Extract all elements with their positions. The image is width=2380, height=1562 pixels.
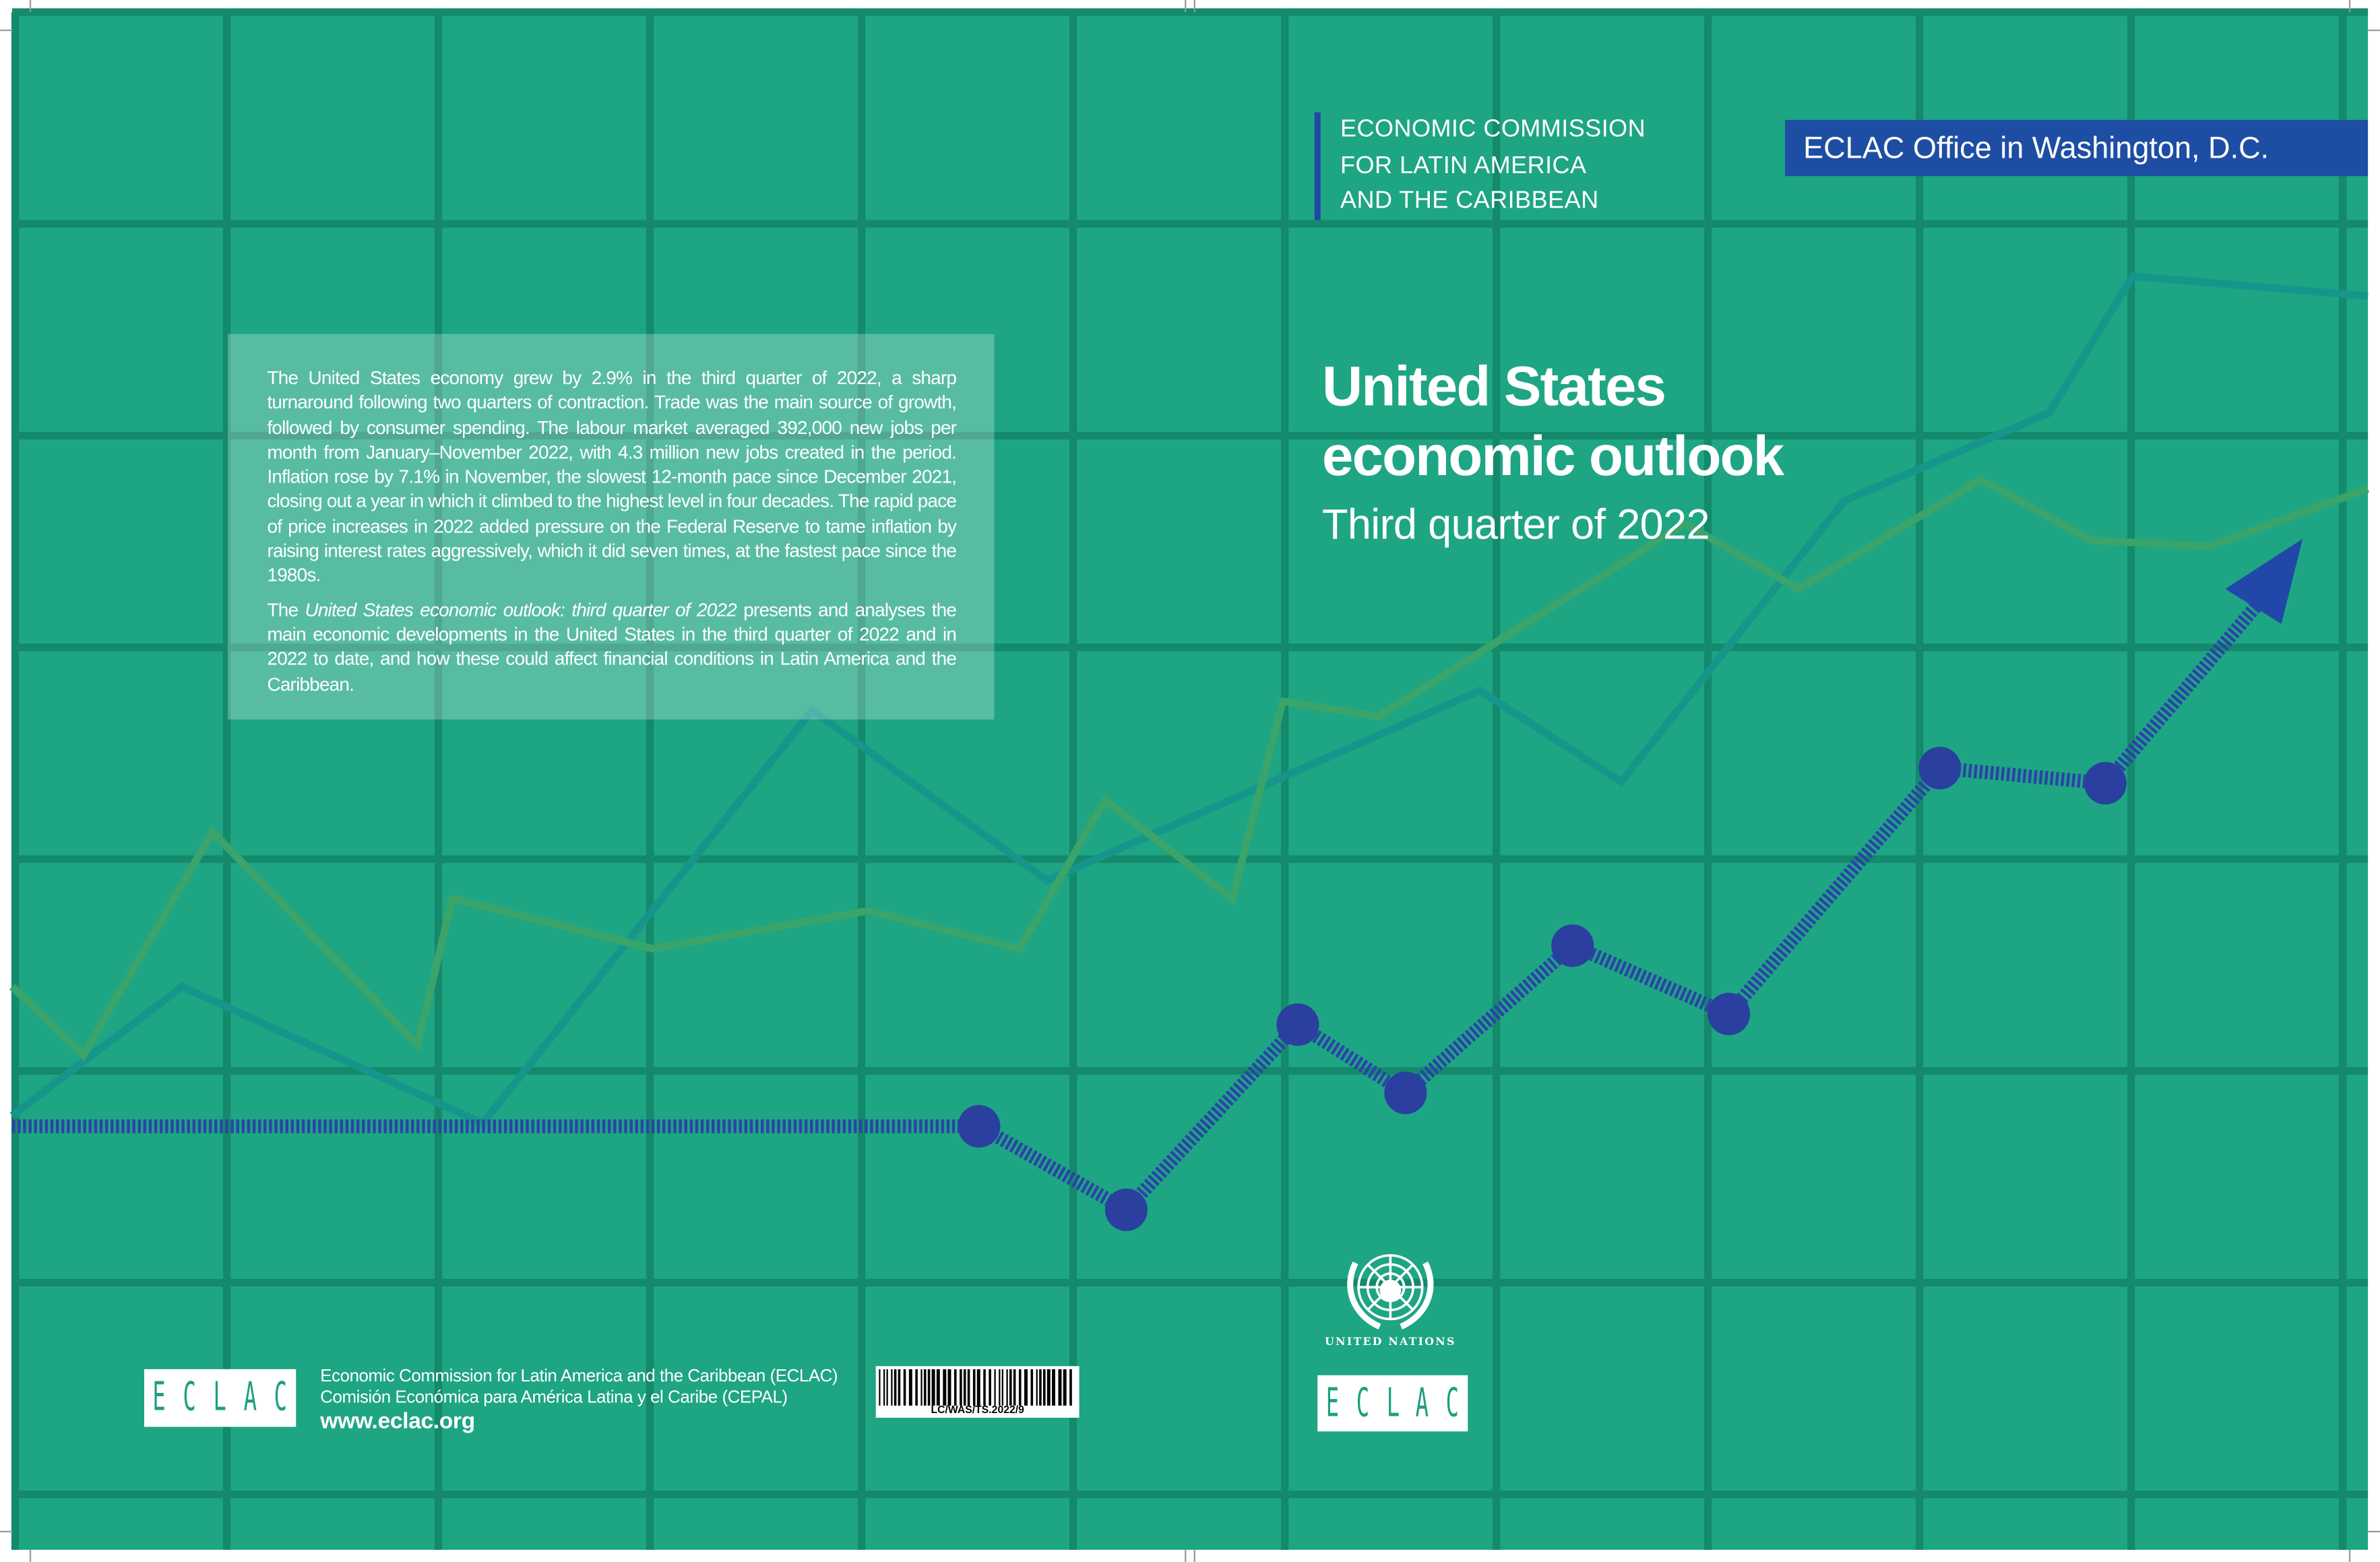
growth-arrow-line xyxy=(12,595,2267,1219)
logo-letter: A xyxy=(1416,1380,1430,1427)
barcode-bar xyxy=(994,1369,996,1406)
growth-point xyxy=(1104,1188,1148,1231)
growth-point xyxy=(958,1104,1001,1148)
barcode-bar xyxy=(983,1369,986,1406)
barcode-bar xyxy=(915,1369,918,1406)
barcode-bar xyxy=(903,1369,906,1406)
barcode-bar xyxy=(908,1369,912,1406)
organization-name: ECONOMIC COMMISSION FOR LATIN AMERICA AN… xyxy=(1314,112,1646,220)
barcode-text: LC/WAS/TS.2022/9 xyxy=(931,1405,1024,1416)
summary-paragraph-1: The United States economy grew by 2.9% i… xyxy=(267,367,957,587)
barcode-bar xyxy=(1046,1369,1051,1406)
background-panel xyxy=(12,12,2369,1550)
summary-text: presents and analyses the main economic … xyxy=(267,599,957,695)
barcode-bar xyxy=(972,1369,976,1406)
logo-letter: L xyxy=(213,1375,227,1421)
publisher-name-es: Comisión Económica para América Latina y… xyxy=(320,1389,788,1408)
un-emblem-icon xyxy=(1347,1254,1434,1330)
cover-title: United States economic outlook xyxy=(1322,352,1784,492)
barcode-bar xyxy=(1013,1369,1016,1406)
barcode-bar xyxy=(1052,1369,1056,1406)
logo-letter: L xyxy=(1386,1380,1400,1427)
title-line: economic outlook xyxy=(1322,425,1784,488)
summary-box: The United States economy grew by 2.9% i… xyxy=(227,334,995,720)
barcode-bar xyxy=(967,1369,970,1406)
logo-letter: C xyxy=(183,1375,197,1421)
barcode-bar xyxy=(947,1369,951,1406)
barcode-bar xyxy=(999,1369,1001,1406)
barcode-bar xyxy=(976,1369,980,1406)
barcode-bar xyxy=(891,1369,893,1406)
publisher-name-en: Economic Commission for Latin America an… xyxy=(320,1367,838,1386)
green-trend-line xyxy=(9,475,2369,1061)
barcode-bar xyxy=(953,1369,957,1406)
publisher-info: Economic Commission for Latin America an… xyxy=(320,1366,838,1435)
barcode-bar xyxy=(989,1369,991,1406)
grid-lines xyxy=(11,8,2369,1550)
cover-subtitle: Third quarter of 2022 xyxy=(1322,501,1710,549)
publication-title-italic: United States economic outlook: third qu… xyxy=(305,599,737,621)
barcode-bar xyxy=(886,1369,888,1406)
title-line: United States xyxy=(1322,355,1666,418)
barcode-bar xyxy=(1039,1369,1042,1406)
barcode-bar xyxy=(936,1369,940,1406)
barcode-bar xyxy=(1024,1369,1028,1406)
summary-paragraph-2: The United States economic outlook: thir… xyxy=(267,598,957,697)
barcode-bar xyxy=(883,1369,885,1406)
growth-point xyxy=(1276,1003,1319,1046)
summary-text: The xyxy=(267,599,305,621)
teal-trend-line xyxy=(9,272,2369,1128)
barcode: LC/WAS/TS.2022/9 xyxy=(875,1366,1079,1418)
logo-letter: E xyxy=(152,1375,166,1421)
barcode-bar xyxy=(931,1369,935,1406)
barcode-bars xyxy=(879,1369,1072,1406)
growth-points xyxy=(958,747,2127,1231)
barcode-bar xyxy=(1006,1369,1008,1406)
arrow-head-icon xyxy=(2225,538,2303,624)
un-label: UNITED NATIONS xyxy=(1325,1334,1456,1348)
barcode-bar xyxy=(1069,1369,1072,1406)
barcode-bar xyxy=(960,1369,962,1406)
barcode-bar xyxy=(1063,1369,1067,1406)
barcode-bar xyxy=(920,1369,922,1406)
barcode-bar xyxy=(898,1369,901,1406)
logo-letter: A xyxy=(243,1375,257,1421)
logo-letter: C xyxy=(274,1375,288,1421)
logo-letter: C xyxy=(1356,1380,1369,1427)
barcode-bar xyxy=(923,1369,927,1406)
barcode-bar xyxy=(1058,1369,1062,1406)
barcode-bar xyxy=(943,1369,947,1406)
office-banner: ECLAC Office in Washington, D.C. xyxy=(1785,119,2369,177)
barcode-bar xyxy=(1030,1369,1034,1406)
growth-point xyxy=(1551,924,1594,967)
website-link[interactable]: www.eclac.org xyxy=(320,1408,475,1435)
barcode-bar xyxy=(894,1369,897,1406)
barcode-bar xyxy=(1042,1369,1046,1406)
barcode-bar xyxy=(879,1369,881,1406)
logo-letter: E xyxy=(1325,1380,1340,1427)
org-line: FOR LATIN AMERICA xyxy=(1340,152,1587,179)
logo-letter: C xyxy=(1446,1380,1460,1427)
barcode-bar xyxy=(1018,1369,1022,1406)
barcode-bar xyxy=(963,1369,966,1406)
growth-point xyxy=(2084,761,2127,805)
barcode-bar xyxy=(1001,1369,1003,1406)
barcode-bar xyxy=(927,1369,931,1406)
growth-point xyxy=(1918,747,1962,790)
org-line: ECONOMIC COMMISSION xyxy=(1340,117,1646,143)
barcode-bar xyxy=(1036,1369,1038,1406)
barcode-bar xyxy=(1009,1369,1012,1406)
growth-point xyxy=(1384,1071,1427,1115)
org-line: AND THE CARIBBEAN xyxy=(1340,188,1599,214)
growth-point xyxy=(1708,993,1751,1036)
